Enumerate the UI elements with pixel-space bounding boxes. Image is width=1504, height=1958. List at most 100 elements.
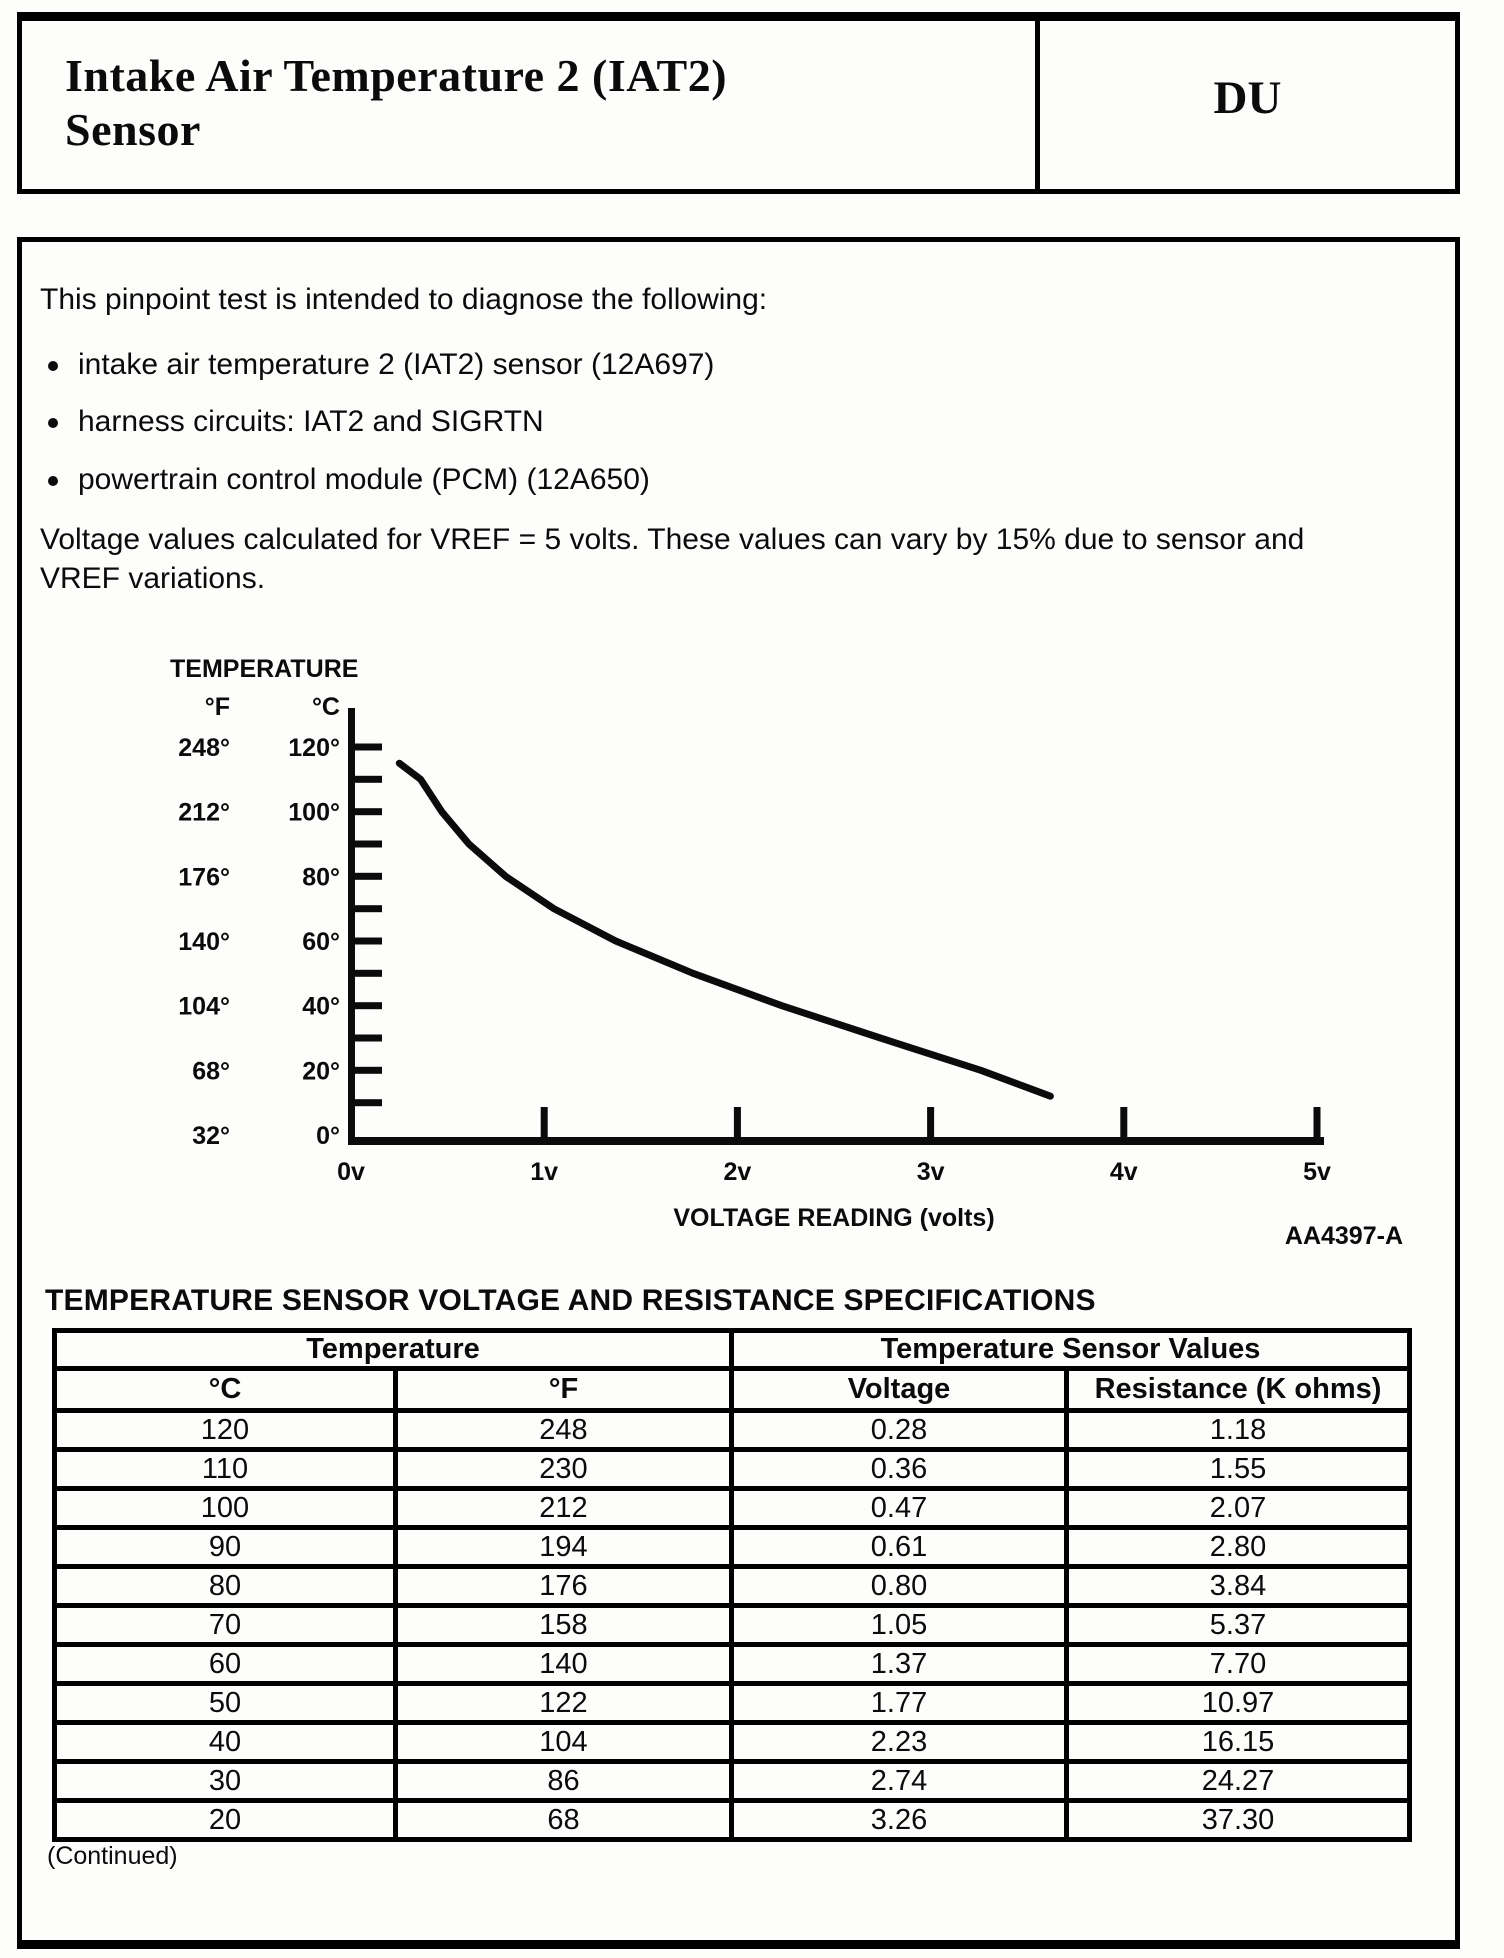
spec-table-title: TEMPERATURE SENSOR VOLTAGE AND RESISTANC… (45, 1284, 1096, 1317)
note-text: Voltage values calculated for VREF = 5 v… (40, 520, 1450, 598)
y-unit-fahrenheit-label: °F (205, 693, 230, 721)
y-tick (352, 1034, 382, 1042)
table-cell: 110 (52, 1447, 398, 1491)
x-tick (1120, 1107, 1128, 1137)
table-cell: 1.05 (729, 1603, 1069, 1647)
table-cell: 2.80 (1063, 1525, 1413, 1569)
x-tick-label: 2v (723, 1158, 751, 1186)
table-cell: 3.84 (1063, 1564, 1413, 1608)
y-tick-label-celsius: 40° (302, 993, 340, 1021)
table-cell: 37.30 (1063, 1798, 1413, 1842)
column-header-cell: °C (52, 1366, 398, 1413)
table-row: 110 230 0.36 1.55 (52, 1447, 1413, 1491)
table-row: 60 140 1.37 7.70 (52, 1642, 1413, 1686)
y-tick (352, 1099, 382, 1107)
x-tick-label: 5v (1303, 1158, 1331, 1186)
y-tick-label-celsius: 120° (288, 734, 340, 762)
table-cell: 0.36 (729, 1447, 1069, 1491)
page-title-line1: Intake Air Temperature 2 (IAT2) (65, 50, 728, 101)
y-tick (352, 743, 382, 751)
page-title: Intake Air Temperature 2 (IAT2) Sensor (65, 49, 727, 157)
table-row: 50 122 1.77 10.97 (52, 1681, 1413, 1725)
bullet-item: harness circuits: IAT2 and SIGRTN (48, 405, 544, 439)
table-cell: 120 (52, 1408, 398, 1452)
x-tick (1313, 1107, 1321, 1137)
table-row: 120 248 0.28 1.18 (52, 1408, 1413, 1452)
table-row: 20 68 3.26 37.30 (52, 1798, 1413, 1842)
header-box: Intake Air Temperature 2 (IAT2) Sensor D… (17, 12, 1460, 194)
y-tick (352, 969, 382, 977)
y-tick-label-celsius: 20° (302, 1057, 340, 1085)
y-tick (352, 937, 382, 945)
y-tick-label-fahrenheit: 104° (178, 993, 230, 1021)
table-cell: 0.28 (729, 1408, 1069, 1452)
y-tick-label-celsius: 60° (302, 928, 340, 956)
content-box: This pinpoint test is intended to diagno… (17, 237, 1460, 1949)
y-tick-label-fahrenheit: 68° (192, 1057, 230, 1085)
x-tick-label: 4v (1110, 1158, 1138, 1186)
y-tick (352, 872, 382, 880)
continued-label: (Continued) (47, 1842, 178, 1870)
y-tick-label-fahrenheit: 248° (178, 734, 230, 762)
table-cell: 158 (393, 1603, 734, 1647)
header-divider (1035, 21, 1040, 189)
x-tick-label: 3v (917, 1158, 945, 1186)
x-tick (927, 1107, 935, 1137)
y-tick-label-fahrenheit: 140° (178, 928, 230, 956)
y-tick-label-celsius: 0° (316, 1122, 340, 1150)
table-cell: 2.74 (729, 1759, 1069, 1803)
table-cell: 68 (393, 1798, 734, 1842)
table-cell: 24.27 (1063, 1759, 1413, 1803)
x-tick (540, 1107, 548, 1137)
document-code: DU (1213, 72, 1282, 124)
temperature-voltage-chart: TEMPERATURE °F °C 248° 120° 212° 100° 176° 80° 14… (170, 655, 1403, 1250)
note-line1: Voltage values calculated for VREF = 5 v… (40, 523, 1305, 556)
group-header-cell: Temperature (52, 1328, 734, 1371)
table-cell: 20 (52, 1798, 398, 1842)
table-cell: 248 (393, 1408, 734, 1452)
y-tick (352, 905, 382, 913)
y-tick-label-celsius: 80° (302, 863, 340, 891)
bullet-item: powertrain control module (PCM) (12A650) (48, 463, 650, 497)
bullet-text: intake air temperature 2 (IAT2) sensor (… (78, 348, 715, 381)
table-cell: 0.61 (729, 1525, 1069, 1569)
sensor-response-curve (395, 759, 1054, 1100)
table-cell: 230 (393, 1447, 734, 1491)
table-cell: 0.80 (729, 1564, 1069, 1608)
table-row: 30 86 2.74 24.27 (52, 1759, 1413, 1803)
y-tick-label-fahrenheit: 176° (178, 863, 230, 891)
y-tick (352, 1002, 382, 1010)
table-cell: 2.07 (1063, 1486, 1413, 1530)
x-tick-label: 1v (530, 1158, 558, 1186)
y-tick-label-fahrenheit: 32° (192, 1122, 230, 1150)
column-header-cell: Resistance (K ohms) (1063, 1366, 1413, 1413)
table-cell: 70 (52, 1603, 398, 1647)
column-header-cell: Voltage (729, 1366, 1069, 1413)
chart-title: TEMPERATURE (170, 655, 358, 683)
x-tick (733, 1107, 741, 1137)
table-row: 80 176 0.80 3.84 (52, 1564, 1413, 1608)
bullet-icon (48, 361, 58, 371)
table-cell: 104 (393, 1720, 734, 1764)
y-tick (352, 775, 382, 783)
table-cell: 86 (393, 1759, 734, 1803)
table-cell: 50 (52, 1681, 398, 1725)
table-cell: 1.55 (1063, 1447, 1413, 1491)
table-cell: 1.77 (729, 1681, 1069, 1725)
table-cell: 30 (52, 1759, 398, 1803)
table-cell: 176 (393, 1564, 734, 1608)
bullet-icon (48, 476, 58, 486)
intro-text: This pinpoint test is intended to diagno… (40, 283, 768, 316)
table-group-header-row: Temperature Temperature Sensor Values (52, 1328, 1413, 1371)
table-cell: 1.37 (729, 1642, 1069, 1686)
table-cell: 10.97 (1063, 1681, 1413, 1725)
table-cell: 60 (52, 1642, 398, 1686)
column-header-cell: °F (393, 1366, 734, 1413)
table-cell: 16.15 (1063, 1720, 1413, 1764)
table-cell: 40 (52, 1720, 398, 1764)
y-tick-label-celsius: 100° (288, 799, 340, 827)
x-tick-label: 0v (337, 1158, 365, 1186)
y-tick (352, 1066, 382, 1074)
bullet-text: harness circuits: IAT2 and SIGRTN (78, 405, 544, 438)
